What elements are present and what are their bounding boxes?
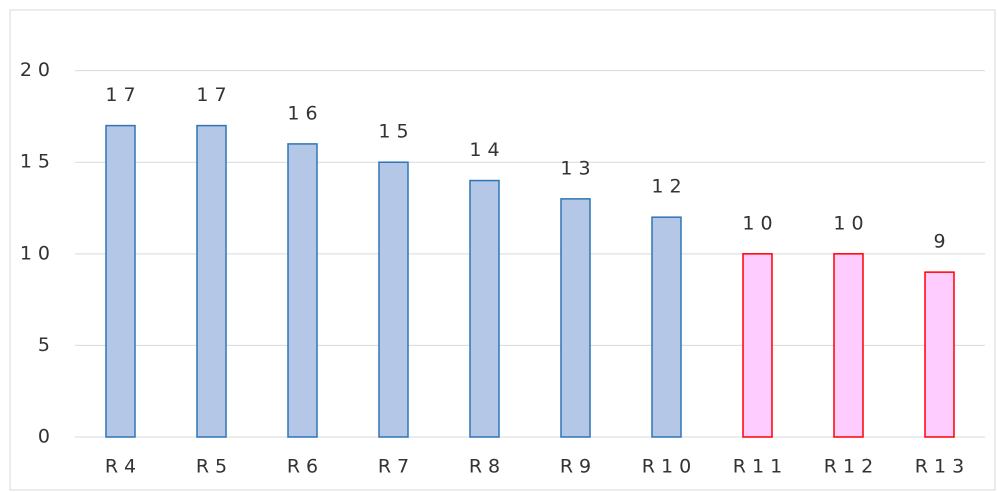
x-tick-label: R11 [733, 456, 788, 478]
value-label: 16 [287, 102, 323, 124]
bar [379, 162, 408, 437]
x-tick-label: R5 [196, 456, 233, 478]
x-tick-label: R9 [560, 456, 597, 478]
value-label: 10 [742, 212, 778, 234]
bar [470, 181, 499, 437]
bar [925, 272, 954, 437]
y-tick-label: 20 [20, 59, 56, 81]
x-tick-label: R4 [105, 456, 142, 478]
value-label: 17 [196, 84, 232, 106]
value-label: 10 [833, 212, 869, 234]
bar [743, 254, 772, 437]
chart: 0 5 10 15 20 R4 17 R5 17 R6 16 R7 15 R8 14 R9 13 R10 12 R11… [0, 0, 997, 492]
value-label: 15 [378, 121, 414, 143]
value-label: 17 [105, 84, 141, 106]
y-tick-label: 15 [20, 151, 56, 173]
value-label: 13 [560, 157, 596, 179]
x-tick-label: R7 [378, 456, 415, 478]
x-tick-label: R10 [642, 456, 697, 478]
value-label: 9 [933, 231, 951, 253]
value-label: 14 [469, 139, 505, 161]
x-tick-label: R6 [287, 456, 324, 478]
x-tick-label: R8 [469, 456, 506, 478]
y-tick-label: 5 [38, 334, 56, 356]
x-tick-label: R12 [824, 456, 879, 478]
bar [197, 126, 226, 437]
y-tick-label: 10 [20, 242, 56, 264]
value-label: 12 [651, 176, 687, 198]
bar [834, 254, 863, 437]
bar [561, 199, 590, 437]
bar [652, 217, 681, 437]
bar [106, 126, 135, 437]
bar [288, 144, 317, 437]
y-tick-label: 0 [38, 426, 56, 448]
x-tick-label: R13 [915, 456, 970, 478]
